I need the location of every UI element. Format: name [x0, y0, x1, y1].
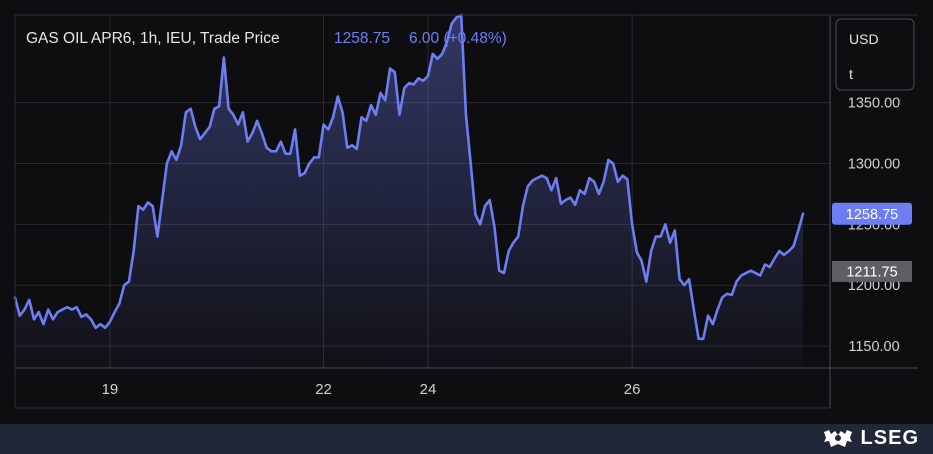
- price-line: [13, 13, 805, 341]
- unit-box[interactable]: [835, 18, 915, 91]
- price-change: 6.00 (+0.48%): [409, 30, 507, 47]
- last-price-tag: [832, 202, 912, 225]
- x-tick-label: 24: [420, 381, 437, 398]
- symbol-title: GAS OIL APR6, 1h, IEU, Trade Price: [26, 30, 280, 47]
- price-tags: 1211.75 1258.75: [832, 202, 912, 282]
- unit-label: t: [849, 66, 853, 82]
- y-tick-label: 1200.00: [848, 278, 900, 294]
- price-area-fill: [15, 15, 803, 368]
- current-price: 1258.75: [334, 30, 390, 47]
- footer-bar: LSEG: [0, 424, 933, 454]
- plot-area[interactable]: [13, 13, 805, 368]
- unit-selector[interactable]: USD t: [835, 18, 915, 91]
- y-tick-label: 1300.00: [848, 157, 900, 173]
- x-tick-label: 26: [624, 381, 641, 398]
- x-tick-label: 19: [102, 381, 119, 398]
- y-tick-label: 1350.00: [848, 96, 900, 112]
- last-price-label: 1258.75: [846, 207, 898, 223]
- brand-name: LSEG: [860, 427, 919, 449]
- y-tick-label: 1150.00: [848, 339, 899, 355]
- currency-label: USD: [849, 31, 879, 47]
- lseg-crest-icon: [823, 429, 852, 447]
- chart-header: GAS OIL APR6, 1h, IEU, Trade Price 1258.…: [26, 30, 507, 47]
- x-tick-label: 22: [315, 381, 332, 398]
- prev-close-label: 1211.75: [846, 264, 897, 280]
- brand-logo: LSEG: [821, 427, 919, 450]
- prev-close-tag: [832, 260, 912, 282]
- x-axis: 19 22 24 26: [102, 381, 641, 398]
